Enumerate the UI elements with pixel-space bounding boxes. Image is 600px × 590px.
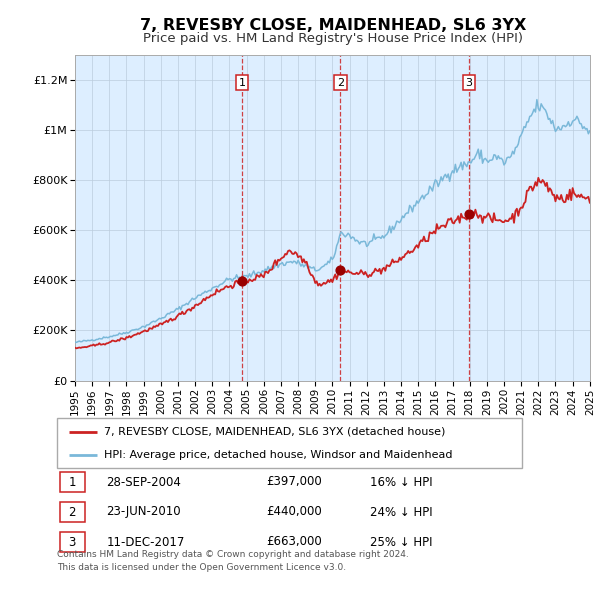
Text: 16% ↓ HPI: 16% ↓ HPI (370, 476, 433, 489)
Text: This data is licensed under the Open Government Licence v3.0.: This data is licensed under the Open Gov… (57, 563, 346, 572)
Text: 2: 2 (68, 506, 76, 519)
Text: Price paid vs. HM Land Registry's House Price Index (HPI): Price paid vs. HM Land Registry's House … (143, 32, 523, 45)
Text: 2: 2 (337, 77, 344, 87)
Point (464, 209, 473, 219)
Text: £397,000: £397,000 (266, 476, 322, 489)
Text: 25% ↓ HPI: 25% ↓ HPI (370, 536, 433, 549)
Text: £663,000: £663,000 (266, 536, 322, 549)
Text: 1: 1 (239, 77, 246, 87)
Point (335, 266, 345, 275)
Text: 28-SEP-2004: 28-SEP-2004 (107, 476, 181, 489)
Bar (59, 532, 85, 552)
Text: 24% ↓ HPI: 24% ↓ HPI (370, 506, 433, 519)
Bar (59, 472, 85, 492)
Text: 3: 3 (465, 77, 472, 87)
Text: 1: 1 (68, 476, 76, 489)
Text: £440,000: £440,000 (266, 506, 322, 519)
Text: 3: 3 (68, 536, 76, 549)
Text: 7, REVESBY CLOSE, MAIDENHEAD, SL6 3YX (detached house): 7, REVESBY CLOSE, MAIDENHEAD, SL6 3YX (d… (104, 427, 445, 437)
Text: HPI: Average price, detached house, Windsor and Maidenhead: HPI: Average price, detached house, Wind… (104, 450, 452, 460)
Text: 7, REVESBY CLOSE, MAIDENHEAD, SL6 3YX: 7, REVESBY CLOSE, MAIDENHEAD, SL6 3YX (140, 18, 526, 32)
Text: 11-DEC-2017: 11-DEC-2017 (107, 536, 185, 549)
Bar (59, 502, 85, 522)
Point (238, 276, 247, 286)
Text: Contains HM Land Registry data © Crown copyright and database right 2024.: Contains HM Land Registry data © Crown c… (57, 550, 409, 559)
Text: 23-JUN-2010: 23-JUN-2010 (107, 506, 181, 519)
